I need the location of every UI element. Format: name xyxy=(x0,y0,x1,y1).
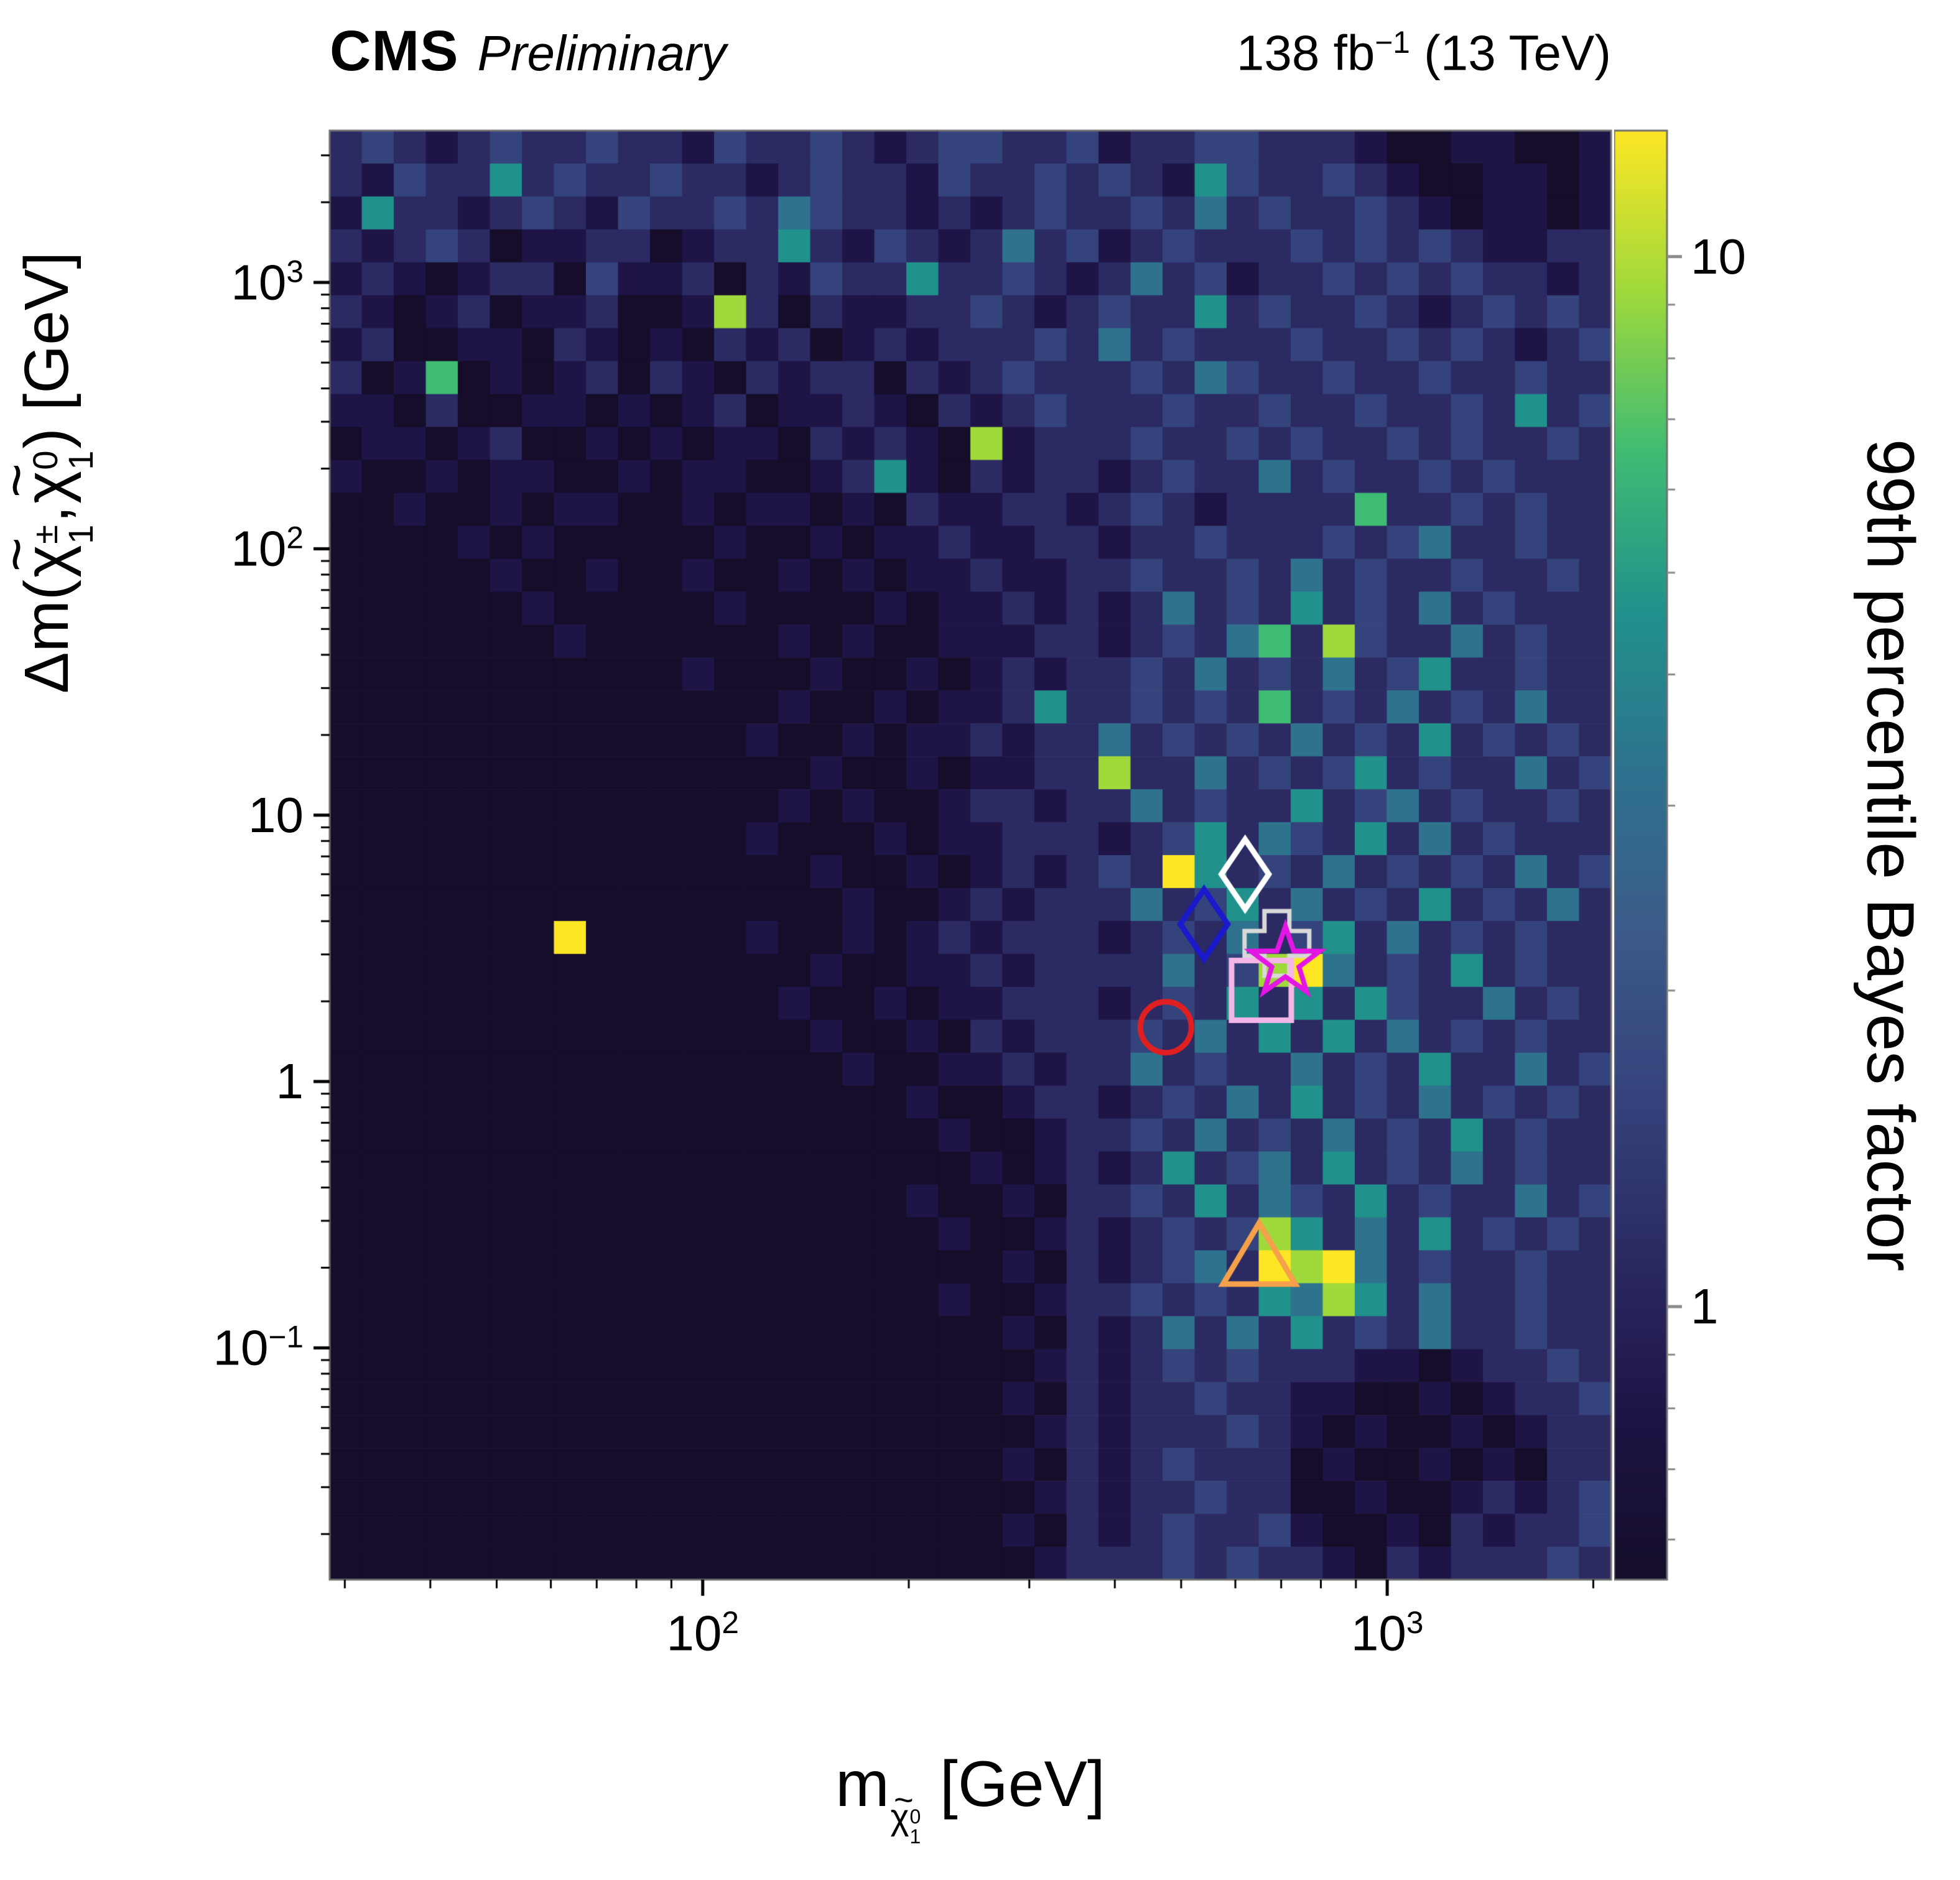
colorbar-title: 99th percentile Bayes factor xyxy=(1853,438,1929,1272)
y-tick-label: 103 xyxy=(231,254,304,310)
heatmap-canvas xyxy=(311,112,1630,1604)
x-tick-label: 103 xyxy=(1350,1605,1424,1661)
plot-header: CMS Preliminary 138 fb−1 (13 TeV) xyxy=(330,19,1611,84)
experiment-label: CMS xyxy=(330,19,459,83)
colorbar-canvas xyxy=(1614,112,1707,1604)
luminosity-label: 138 fb−1 (13 TeV) xyxy=(1236,25,1611,81)
x-axis-title: mχ ~0 1 [GeV] xyxy=(835,1748,1105,1848)
y-tick-label: 10−1 xyxy=(213,1320,304,1376)
particle-symbol: χ~±1 xyxy=(0,524,101,578)
y-tick-label: 102 xyxy=(231,521,304,577)
particle-symbol: χ~01 xyxy=(0,450,101,504)
y-tick-label: 10 xyxy=(248,787,304,843)
colorbar-tick-label: 10 xyxy=(1691,228,1746,284)
preliminary-label: Preliminary xyxy=(477,25,727,81)
y-axis-title: Δm(χ~±1,χ~01) [GeV] xyxy=(0,251,101,694)
colorbar-tick-label: 1 xyxy=(1691,1279,1719,1334)
x-tick-label: 102 xyxy=(666,1605,740,1661)
y-tick-label: 1 xyxy=(276,1053,304,1109)
